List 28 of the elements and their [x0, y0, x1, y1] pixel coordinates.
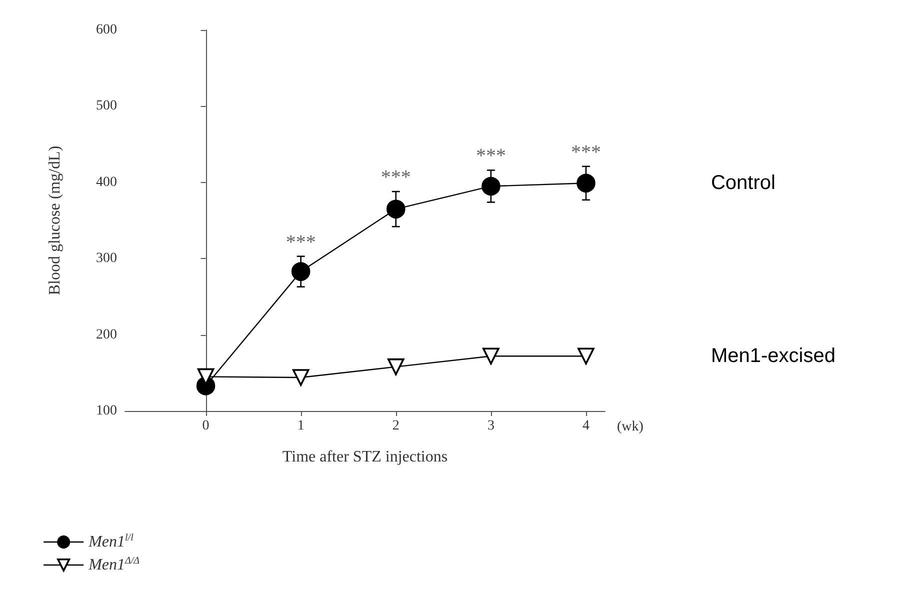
point [291, 262, 310, 281]
y-tick-label: 200 [96, 327, 117, 342]
x-tick-label: 1 [297, 418, 304, 434]
text: Men1-excised [710, 345, 836, 368]
annotation: *** [570, 141, 601, 164]
point [387, 358, 404, 376]
point [292, 369, 310, 386]
point [482, 176, 500, 196]
y-tick-label: 300 [96, 251, 117, 266]
x-tick-label: 0 [202, 418, 210, 434]
x-tick-label: 4 [582, 418, 590, 434]
text: Control [710, 172, 776, 194]
point [576, 174, 596, 193]
text: (wk) [617, 420, 644, 434]
point [482, 348, 500, 365]
x-tick-label: 2 [392, 418, 400, 434]
y-tick-label: 500 [96, 98, 117, 114]
y-axis-title: Blood glucose (mg/dL) [46, 146, 64, 296]
point [386, 200, 406, 218]
y-tick-label: 600 [96, 22, 117, 38]
x-tick-label: 3 [487, 418, 494, 434]
y-tick-label: 100 [96, 404, 117, 418]
annotation: *** [380, 166, 411, 189]
y-tick-label: 400 [96, 174, 117, 190]
x-axis-title: Time after STZ injections [282, 448, 448, 466]
point [578, 348, 594, 365]
annotation: *** [286, 231, 316, 254]
annotation: *** [476, 145, 506, 168]
